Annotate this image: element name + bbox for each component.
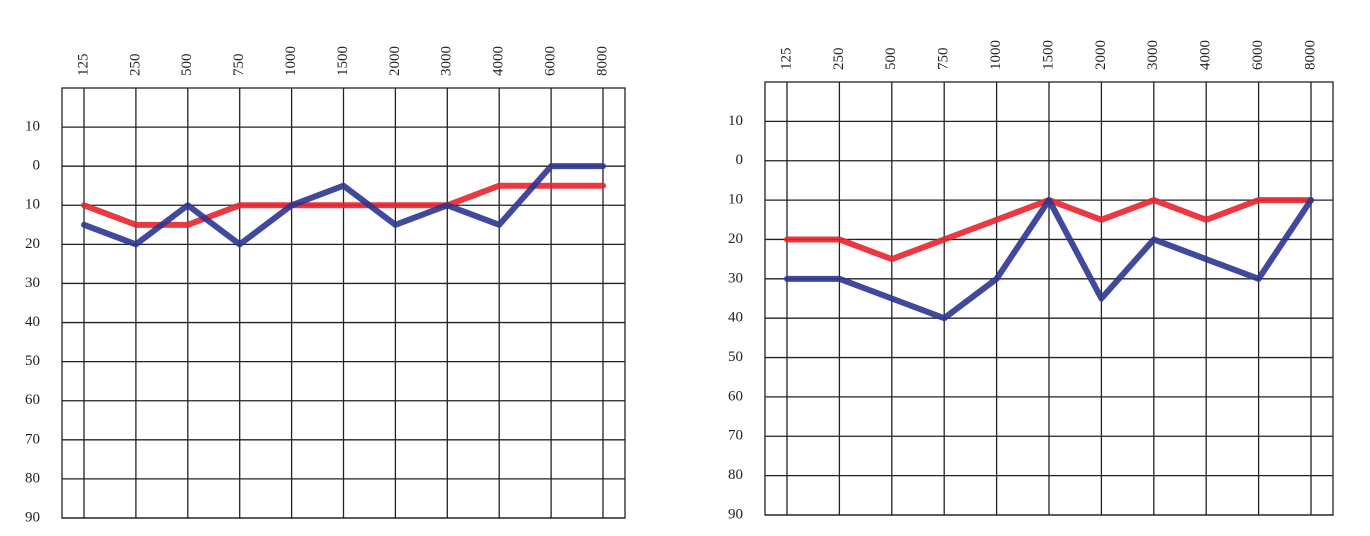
y-tick-label: 0: [33, 158, 41, 174]
x-tick-label: 6000: [1250, 40, 1266, 70]
x-tick-label: 250: [831, 48, 847, 71]
x-tick-label: 2000: [387, 46, 403, 76]
x-tick-label: 125: [75, 54, 91, 77]
x-tick-label: 3000: [439, 46, 455, 76]
x-tick-label: 500: [179, 54, 195, 77]
y-tick-label: 10: [25, 197, 40, 213]
x-tick-label: 250: [127, 54, 143, 77]
y-tick-label: 40: [25, 314, 40, 330]
x-tick-label: 4000: [1198, 40, 1214, 70]
y-tick-label: 40: [728, 310, 743, 326]
x-tick-label: 3000: [1145, 40, 1161, 70]
x-tick-label: 750: [936, 48, 952, 71]
audiogram: 10 0 10 20 30 40 50 60 70 80 90 125 250 500 750 1000 150…: [728, 40, 1334, 522]
data-line: [784, 197, 1314, 322]
x-tick-label: 6000: [543, 46, 559, 76]
y-tick-label: 90: [25, 509, 40, 525]
y-tick-label: 0: [736, 152, 744, 168]
y-tick-label: 70: [728, 428, 743, 444]
y-tick-label: 80: [728, 467, 743, 483]
x-tick-label: 8000: [1302, 40, 1318, 70]
y-tick-label: 90: [728, 506, 743, 522]
y-tick-label: 60: [728, 388, 743, 404]
x-tick-label: 125: [778, 48, 794, 71]
y-tick-label: 30: [25, 275, 40, 291]
x-tick-label: 1000: [988, 40, 1004, 70]
x-tick-label: 1500: [335, 46, 351, 76]
y-tick-label: 70: [25, 431, 40, 447]
data-line: [81, 182, 606, 228]
y-tick-label: 20: [25, 236, 40, 252]
x-tick-label: 500: [883, 48, 899, 71]
data-line: [81, 163, 606, 248]
y-tick-label: 30: [728, 270, 743, 286]
y-tick-label: 50: [25, 353, 40, 369]
y-tick-label: 20: [728, 231, 743, 247]
y-tick-label: 60: [25, 392, 40, 408]
x-tick-label: 1000: [283, 46, 299, 76]
x-tick-label: 2000: [1093, 40, 1109, 70]
x-tick-label: 4000: [491, 46, 507, 76]
x-tick-label: 8000: [594, 46, 610, 76]
y-tick-label: 10: [25, 119, 40, 135]
y-tick-label: 80: [25, 470, 40, 486]
audiogram: 10 0 10 20 30 40 50 60 70 80 90 125 250 500 750 1000 150…: [25, 46, 626, 525]
x-tick-label: 750: [231, 54, 247, 77]
y-tick-label: 10: [728, 113, 743, 129]
y-tick-label: 50: [728, 349, 743, 365]
y-tick-label: 10: [728, 192, 743, 208]
x-tick-label: 1500: [1040, 40, 1056, 70]
